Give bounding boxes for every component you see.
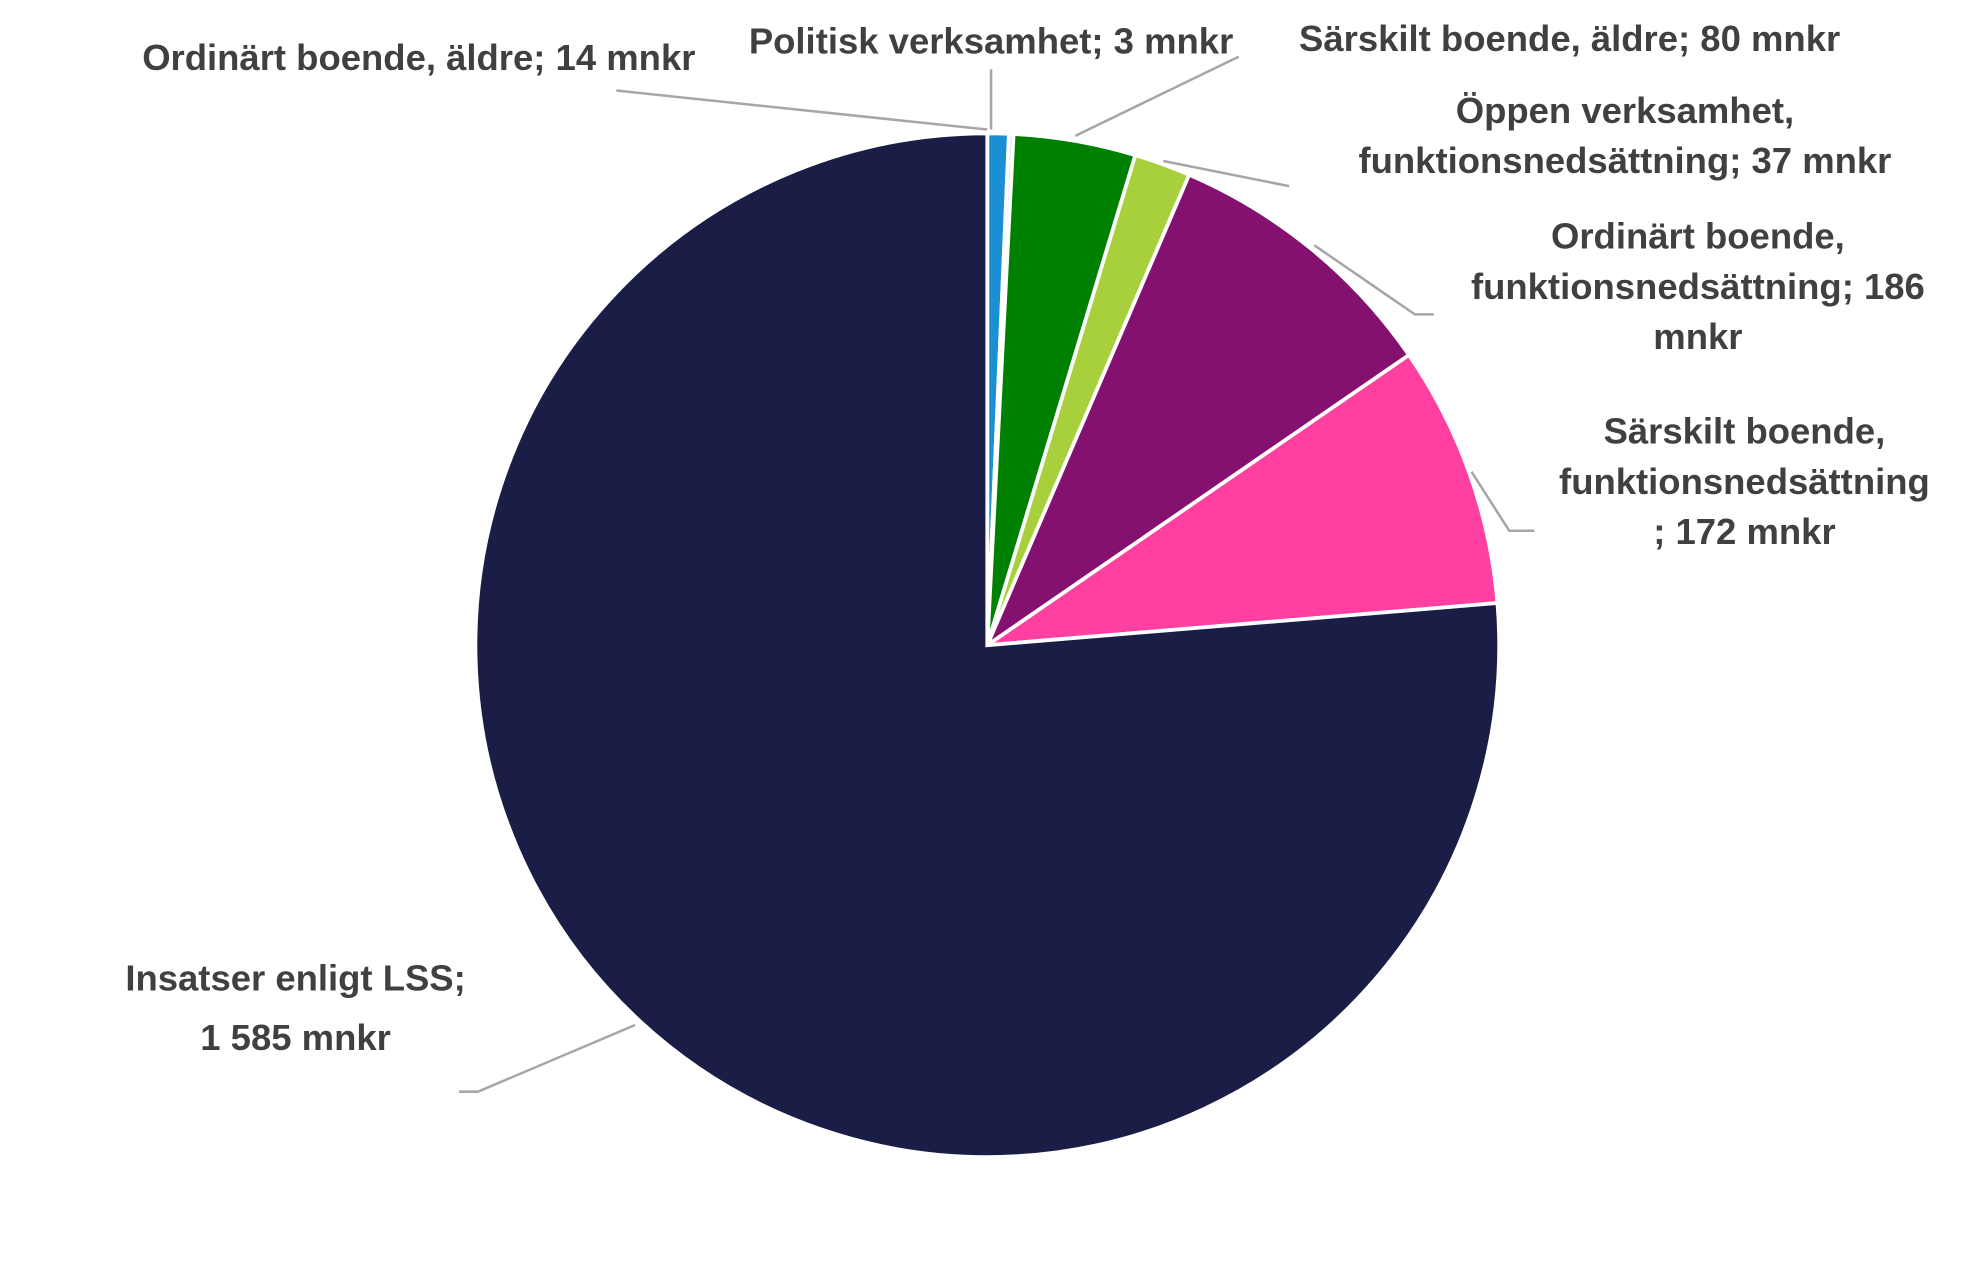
data-label: mnkr [1653, 316, 1742, 357]
data-label: funktionsnedsättning; 37 mnkr [1358, 140, 1891, 181]
data-label: Politisk verksamhet; 3 mnkr [749, 21, 1233, 62]
data-label: Ordinärt boende, [1551, 216, 1845, 257]
data-label: 1 585 mnkr [200, 1017, 391, 1058]
data-label: funktionsnedsättning; 186 [1471, 266, 1925, 307]
pie-slice [980, 352, 1500, 648]
data-label: ; 172 mnkr [1653, 511, 1835, 552]
leader-line [1313, 244, 1434, 316]
data-label: funktionsnedsättning [1559, 461, 1930, 502]
pie-area: Ordinärt boende, äldre; 14 mnkr Politisk … [125, 18, 1930, 1159]
leader-line [1074, 55, 1240, 137]
data-label: Särskilt boende, äldre; 80 mnkr [1299, 18, 1840, 59]
pie-slice [473, 131, 1502, 1159]
data-label: Ordinärt boende, äldre; 14 mnkr [142, 37, 695, 78]
data-label: Insatser enligt LSS; [125, 958, 465, 999]
leader-line [1470, 470, 1535, 533]
leader-line [616, 89, 988, 131]
leader-line [459, 1023, 636, 1093]
pie-slice [982, 172, 1412, 651]
data-label: Öppen verksamhet, [1456, 90, 1794, 131]
leader-line [1163, 159, 1290, 188]
data-label: Särskilt boende, [1604, 411, 1886, 452]
